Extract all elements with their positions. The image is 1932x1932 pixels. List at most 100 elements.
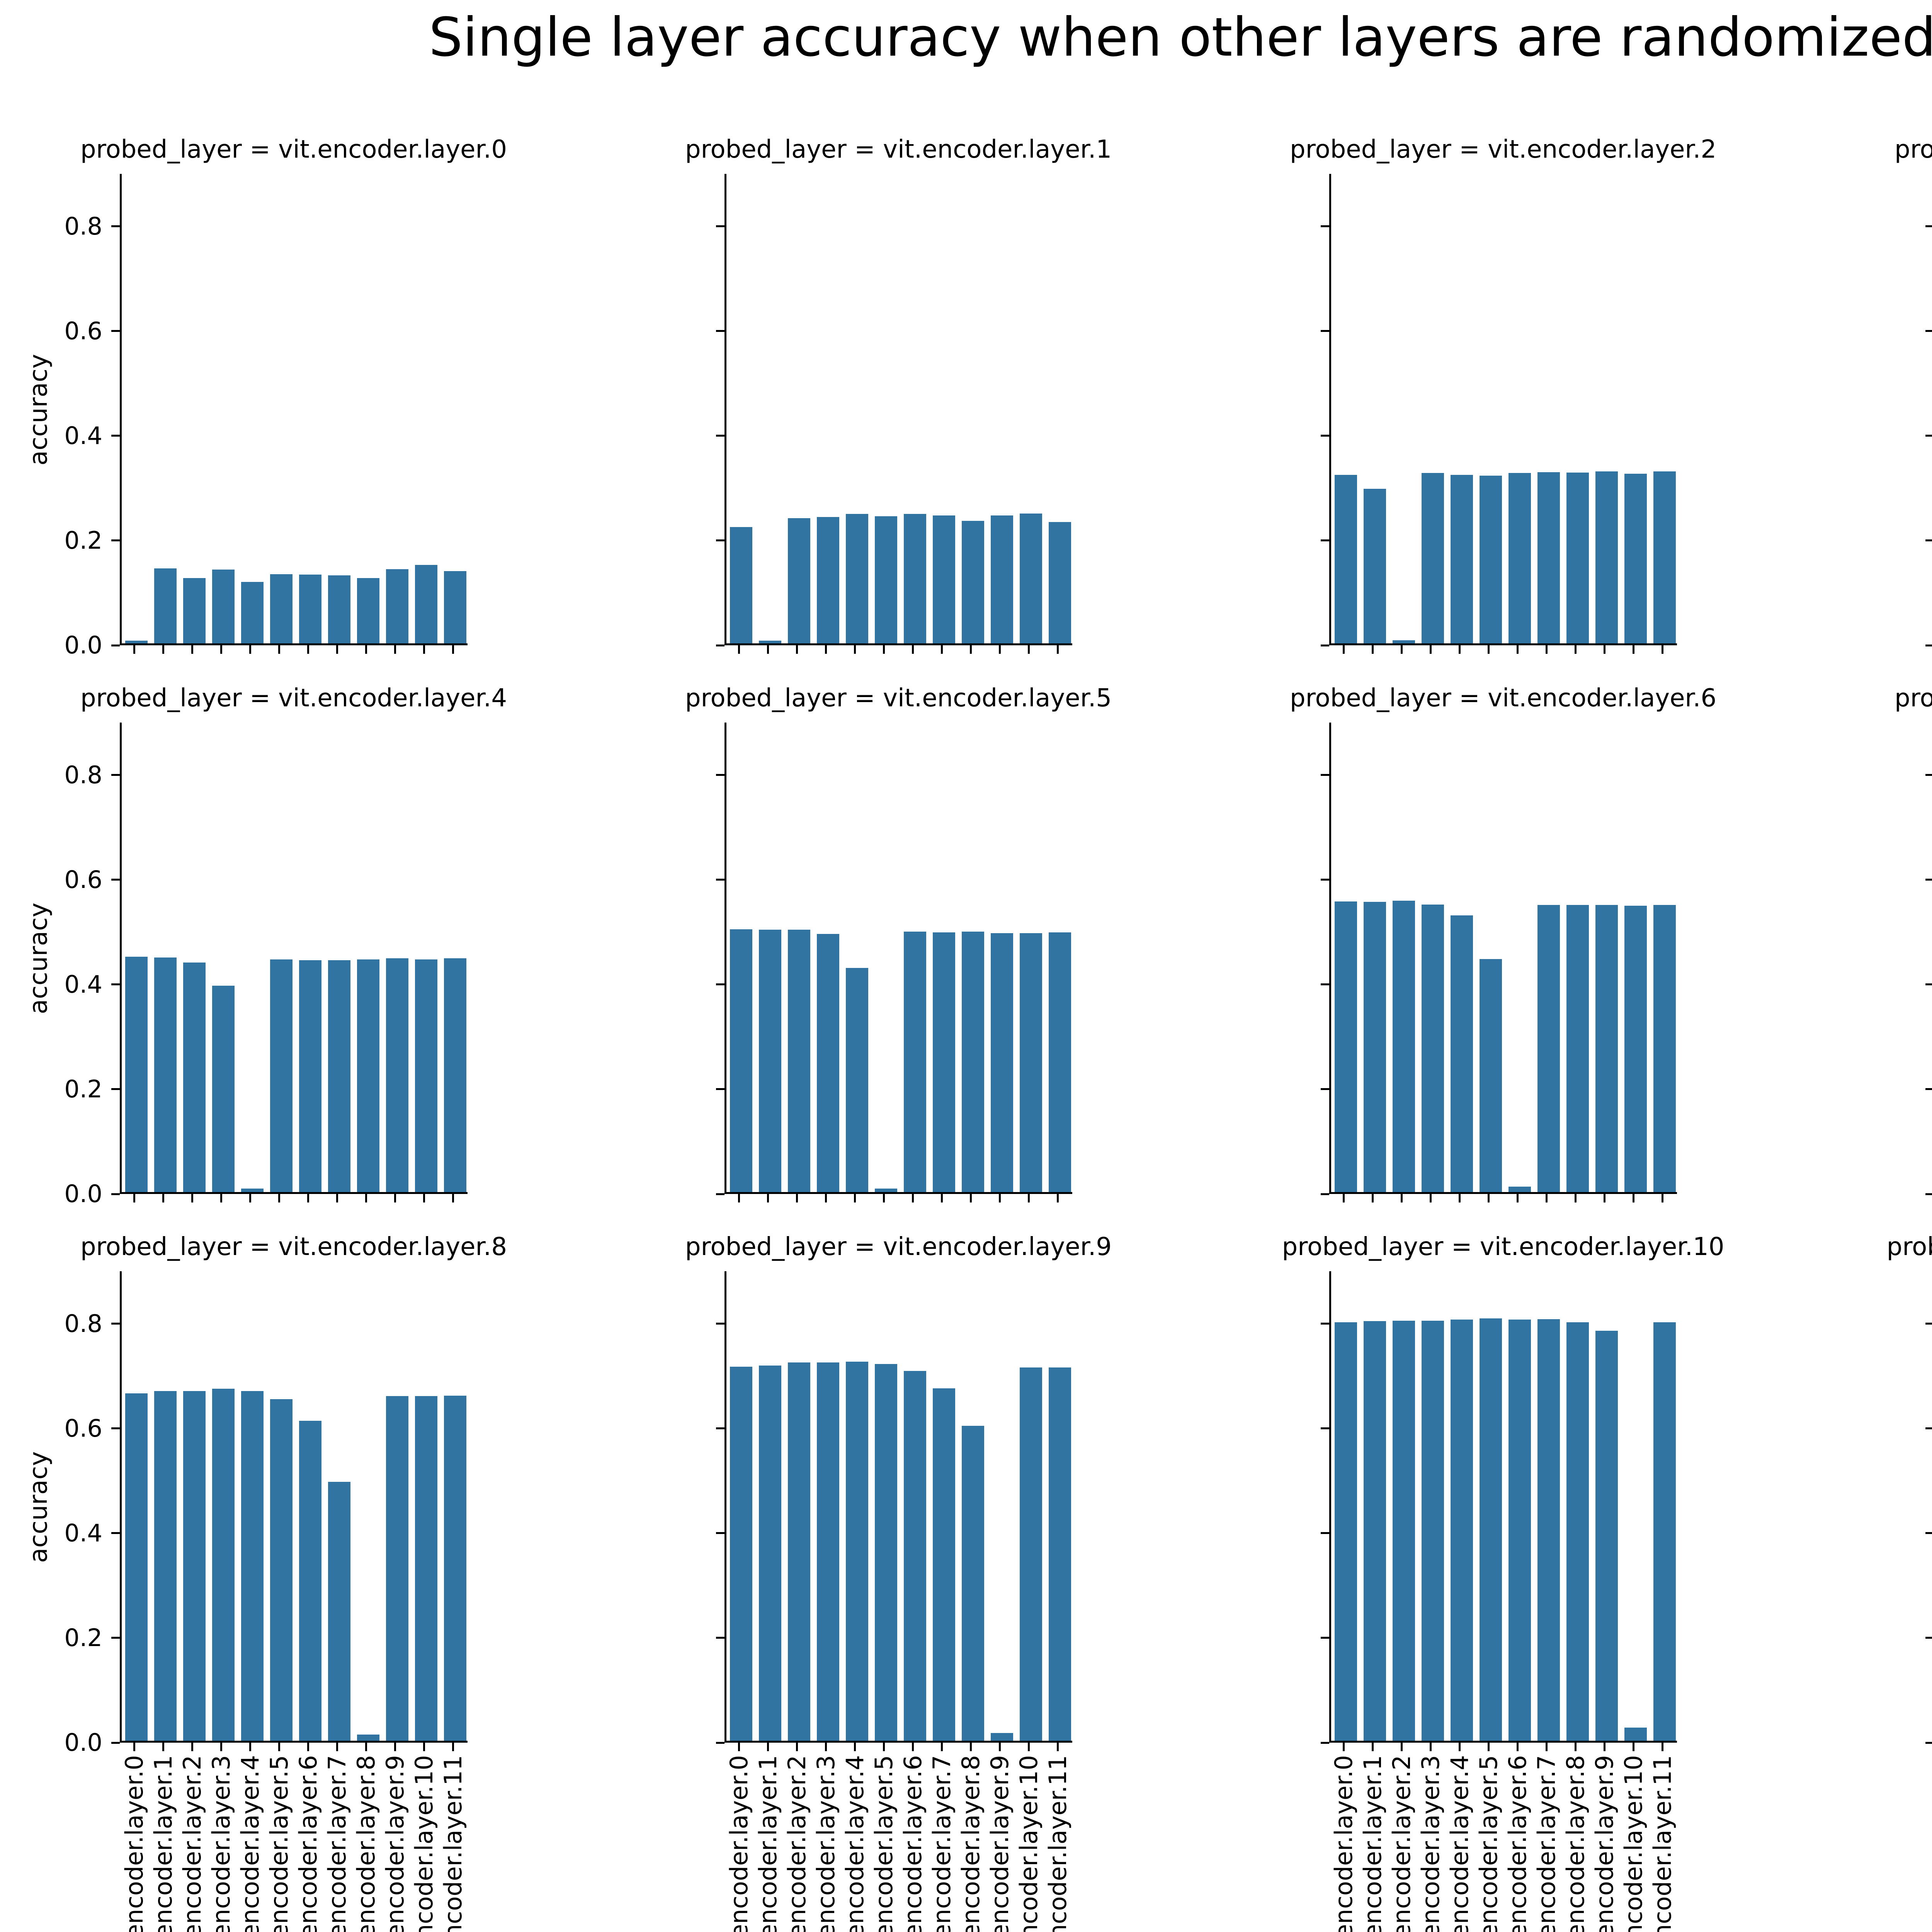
subplot-title: probed_layer = vit.encoder.layer.1 — [685, 135, 1112, 164]
bar-vit.encoder.layer.0 — [125, 957, 148, 1192]
y-tick-label: 0.2 — [64, 526, 102, 554]
x-axis-tick — [941, 1194, 943, 1202]
x-tick-label: vit.encoder.layer.2 — [178, 1755, 206, 1932]
x-axis-tick — [336, 1743, 338, 1751]
x-axis-tick — [220, 645, 222, 654]
x-axis-tick — [796, 645, 798, 654]
x-axis-tick — [336, 645, 338, 654]
y-axis-tick — [716, 225, 724, 228]
bar-vit.encoder.layer.6 — [1508, 473, 1531, 643]
x-axis-tick — [796, 1743, 798, 1751]
y-axis-tick — [1321, 1427, 1329, 1430]
y-axis-tick — [716, 1193, 724, 1195]
x-axis-tick — [423, 1194, 425, 1202]
y-tick-label: 0.0 — [64, 631, 102, 659]
bar-vit.encoder.layer.1 — [154, 568, 177, 643]
bar-vit.encoder.layer.0 — [730, 1367, 752, 1741]
y-axis-tick — [111, 1637, 120, 1639]
x-axis-tick — [1517, 645, 1519, 654]
bar-vit.encoder.layer.11 — [444, 958, 466, 1192]
y-axis-tick — [111, 1742, 120, 1744]
axes — [724, 723, 1072, 1194]
x-axis-tick — [1430, 1194, 1432, 1202]
y-axis-tick — [1321, 539, 1329, 542]
bar-vit.encoder.layer.11 — [1048, 1367, 1071, 1741]
x-axis-tick — [336, 1194, 338, 1202]
bar-vit.encoder.layer.7 — [932, 932, 955, 1192]
bar-vit.encoder.layer.7 — [328, 960, 350, 1192]
x-axis-tick — [162, 1194, 164, 1202]
subplot-vit.encoder.layer.9: probed_layer = vit.encoder.layer.9 vit.en… — [685, 1233, 1112, 1932]
bar-vit.encoder.layer.4 — [845, 514, 868, 643]
x-axis-tick — [394, 1743, 396, 1751]
x-axis-tick — [249, 1194, 251, 1202]
bar-vit.encoder.layer.8 — [961, 1426, 984, 1741]
bar-vit.encoder.layer.7 — [1537, 905, 1560, 1192]
y-axis-tick — [1321, 1323, 1329, 1325]
y-axis-tick — [111, 879, 120, 881]
bar-vit.encoder.layer.10 — [1624, 905, 1647, 1192]
y-axis-tick — [1321, 1532, 1329, 1534]
x-axis-tick — [394, 1194, 396, 1202]
axes — [1329, 1271, 1677, 1743]
subplot-title: probed_layer = vit.encoder.layer.2 — [1289, 135, 1717, 164]
bar-vit.encoder.layer.10 — [1019, 1367, 1042, 1741]
bar-vit.encoder.layer.9 — [1595, 1330, 1618, 1741]
y-axis-tick — [1321, 1637, 1329, 1639]
x-axis-tick — [220, 1743, 222, 1751]
bar-vit.encoder.layer.9 — [386, 1396, 408, 1741]
x-axis-tick — [999, 1743, 1001, 1751]
x-axis-tick — [1430, 1743, 1432, 1751]
y-axis-label: accuracy — [24, 354, 53, 466]
bar-vit.encoder.layer.6 — [299, 960, 321, 1192]
bar-vit.encoder.layer.3 — [1421, 473, 1444, 643]
x-axis-tick — [1546, 645, 1548, 654]
bar-vit.encoder.layer.3 — [816, 517, 839, 643]
bar-vit.encoder.layer.7 — [932, 1388, 955, 1741]
x-tick-label: vit.encoder.layer.7 — [927, 1755, 956, 1932]
bar-vit.encoder.layer.5 — [1479, 476, 1502, 643]
bar-vit.encoder.layer.5 — [874, 516, 897, 643]
x-tick-label: vit.encoder.layer.8 — [1561, 1755, 1590, 1932]
x-axis-tick — [1633, 1743, 1634, 1751]
bar-vit.encoder.layer.3 — [212, 1389, 235, 1741]
y-axis-tick — [1321, 1088, 1329, 1090]
subplot-vit.encoder.layer.2: probed_layer = vit.encoder.layer.2 — [1290, 135, 1716, 654]
y-tick-label: 0.4 — [64, 421, 102, 450]
x-tick-label: vit.encoder.layer.3 — [207, 1755, 235, 1932]
x-axis-tick — [1343, 1743, 1345, 1751]
y-axis-tick — [1321, 1193, 1329, 1195]
x-axis-tick — [249, 1743, 251, 1751]
x-axis-tick — [133, 645, 135, 654]
x-axis-tick — [423, 645, 425, 654]
bar-vit.encoder.layer.4 — [845, 1361, 868, 1741]
x-tick-label: vit.encoder.layer.1 — [1358, 1755, 1387, 1932]
x-axis-tick — [767, 645, 769, 654]
bar-vit.encoder.layer.0 — [1334, 1322, 1357, 1741]
bar-vit.encoder.layer.0 — [125, 641, 148, 643]
x-tick-label: vit.encoder.layer.7 — [1532, 1755, 1561, 1932]
y-axis-label-wrap: accuracy — [23, 723, 54, 1194]
y-axis-tick — [1321, 644, 1329, 646]
x-axis-tick — [278, 645, 280, 654]
x-axis-tick — [767, 1743, 769, 1751]
x-axis-tick — [191, 645, 193, 654]
x-axis-tick — [1662, 1743, 1663, 1751]
x-axis-tick — [883, 1743, 885, 1751]
x-tick-label: vit.encoder.layer.10 — [1014, 1755, 1043, 1932]
bar-vit.encoder.layer.3 — [212, 569, 235, 643]
x-tick-label: vit.encoder.layer.2 — [1387, 1755, 1416, 1932]
y-axis-tick — [111, 983, 120, 986]
x-axis-tick — [394, 645, 396, 654]
bar-vit.encoder.layer.8 — [1566, 905, 1589, 1192]
x-axis-tick — [1459, 1743, 1461, 1751]
x-axis-tick — [1459, 1194, 1461, 1202]
x-axis-tick — [1575, 1743, 1577, 1751]
y-tick-label: 0.8 — [64, 212, 102, 240]
y-axis-tick — [716, 539, 724, 542]
x-axis-tick — [1488, 645, 1490, 654]
y-axis-tick — [1925, 1427, 1932, 1430]
bar-vit.encoder.layer.7 — [932, 515, 955, 643]
bar-vit.encoder.layer.10 — [415, 1396, 437, 1741]
